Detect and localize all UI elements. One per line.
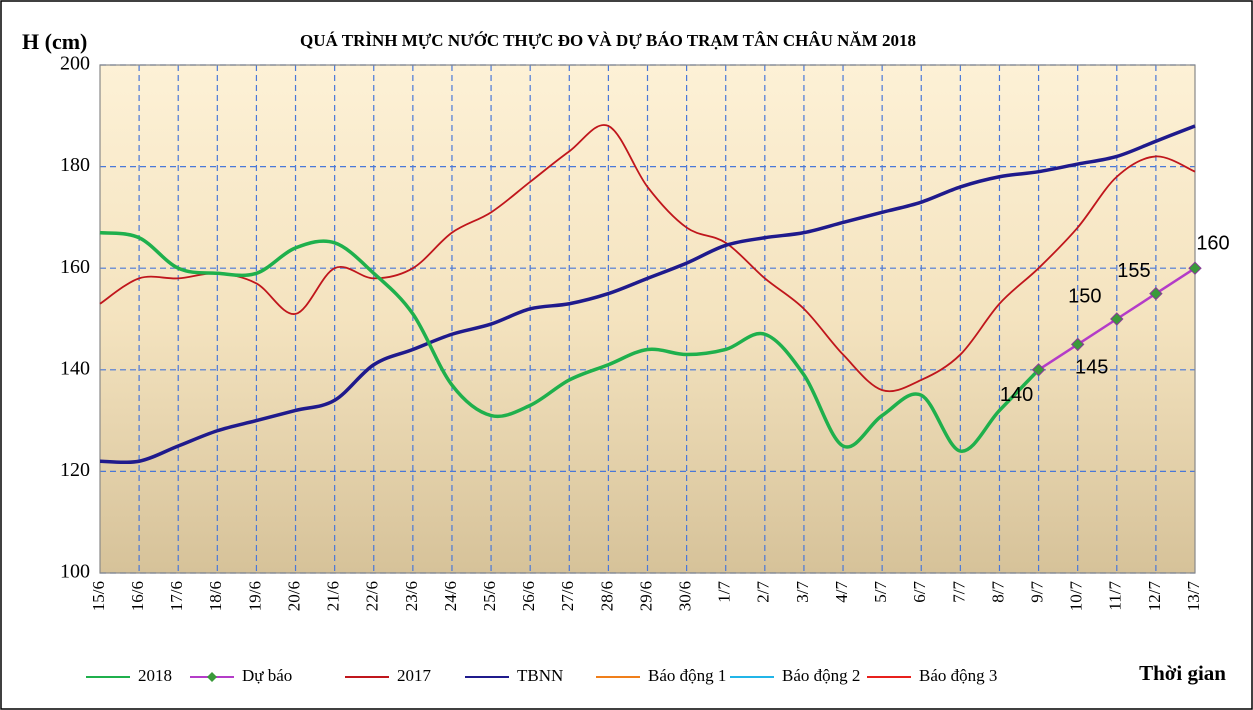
x-tick-label: 5/7 xyxy=(871,581,890,603)
x-tick-label: 1/7 xyxy=(715,581,734,603)
legend-label: Báo động 1 xyxy=(648,666,726,685)
x-tick-label: 8/7 xyxy=(988,581,1007,603)
y-axis-label: H (cm) xyxy=(22,29,87,54)
grid xyxy=(99,64,1196,574)
x-tick-label: 12/7 xyxy=(1145,581,1164,612)
series-line xyxy=(99,230,1040,453)
x-tick-label: 23/6 xyxy=(402,581,421,611)
x-tick-label: 13/7 xyxy=(1184,581,1203,612)
x-tick-label: 16/6 xyxy=(128,581,147,611)
value-label: 150 xyxy=(1068,285,1101,307)
marker xyxy=(1110,312,1124,326)
legend-label: Báo động 3 xyxy=(919,666,997,685)
x-tick-label: 20/6 xyxy=(284,581,303,611)
legend-label: TBNN xyxy=(517,666,563,685)
y-tick-label: 160 xyxy=(60,256,90,278)
y-tick-label: 200 xyxy=(60,53,90,75)
x-tick-label: 7/7 xyxy=(949,581,968,603)
x-tick-label: 18/6 xyxy=(206,581,225,611)
x-tick-label: 25/6 xyxy=(480,581,499,611)
marker xyxy=(1188,261,1202,275)
marker xyxy=(1070,337,1085,352)
series-line xyxy=(99,124,1196,465)
value-label: 155 xyxy=(1117,260,1150,282)
x-tick-label: 2/7 xyxy=(754,581,773,603)
x-tick-label: 21/6 xyxy=(324,581,343,611)
lines: 140 145 150 155 160 xyxy=(99,124,1230,465)
legend-label: 2017 xyxy=(397,666,432,685)
x-tick-label: 11/7 xyxy=(1106,581,1125,611)
plot-border xyxy=(99,64,1196,574)
x-tick-label: 10/7 xyxy=(1067,581,1086,612)
x-tick-label: 17/6 xyxy=(167,581,186,611)
x-tick-label: 15/6 xyxy=(89,581,108,611)
x-tick-label: 28/6 xyxy=(597,581,616,611)
marker xyxy=(1031,363,1046,377)
y-tick-label: 180 xyxy=(60,154,90,176)
x-axis-label: Thời gian xyxy=(1139,661,1226,685)
legend-label: 2018 xyxy=(138,666,172,685)
x-tick-label: 24/6 xyxy=(441,581,460,611)
y-tick-label: 100 xyxy=(60,561,90,583)
value-label: 140 xyxy=(1000,384,1033,406)
x-tick-label: 30/6 xyxy=(676,581,695,611)
value-label: 145 xyxy=(1075,357,1108,379)
value-label: 160 xyxy=(1196,232,1229,254)
legend-label: Dự báo xyxy=(242,666,292,685)
legend-label: Báo động 2 xyxy=(782,666,860,685)
x-tick-label: 3/7 xyxy=(793,581,812,603)
legend-marker xyxy=(207,672,217,682)
x-tick-label: 29/6 xyxy=(636,581,655,611)
x-tick-label: 26/6 xyxy=(519,581,538,611)
series-line xyxy=(99,124,1196,393)
x-tick-label: 4/7 xyxy=(832,581,851,603)
x-tick-label: 6/7 xyxy=(910,581,929,603)
y-tick-label: 140 xyxy=(60,357,90,379)
legend: 2018 Dự báo 2017 TBNN Báo động 1 Báo động 2 Bá… xyxy=(86,661,1226,685)
x-tick-label: 22/6 xyxy=(363,581,382,611)
chart-title: QUÁ TRÌNH MỰC NƯỚC THỰC ĐO VÀ DỰ BÁO TRẠ… xyxy=(300,31,916,50)
marker xyxy=(1149,286,1163,301)
x-tick-label: 19/6 xyxy=(245,581,264,611)
x-tick-label: 27/6 xyxy=(558,581,577,611)
y-tick-label: 120 xyxy=(60,459,90,481)
x-tick-label: 9/7 xyxy=(1027,581,1046,603)
